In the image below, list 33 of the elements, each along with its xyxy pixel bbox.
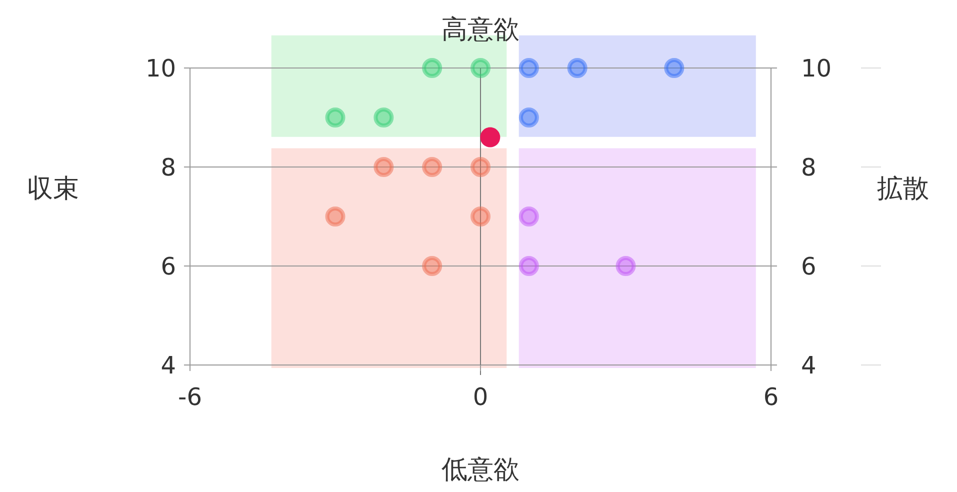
chart-title: 高意欲 [442,15,520,45]
y2-tick-label: 4 [801,351,816,380]
x-tick-label: -6 [178,383,202,411]
point [374,157,394,177]
y-tick-label: 10 [145,54,176,82]
point [374,108,394,128]
point [480,127,500,148]
point [422,58,442,78]
y2-axis-title: 拡散 [877,174,929,204]
point [325,108,346,128]
point [470,206,490,226]
point [664,58,684,78]
y-tick-label: 4 [160,351,176,380]
point [470,157,490,177]
x-tick-label: 6 [763,383,779,411]
y2-tick-label: 8 [801,153,816,182]
point [518,108,539,128]
point [518,256,539,276]
point [518,58,539,78]
point [470,58,490,78]
point [567,58,588,78]
y-tick-label: 6 [160,252,176,280]
y2-tick-label: 10 [801,54,832,82]
point [422,157,442,177]
point [325,206,346,226]
x-axis-title: 低意欲 [442,455,520,485]
point [616,256,636,276]
point [422,256,442,276]
x-tick-label: 0 [472,383,488,411]
y2-tick-label: 6 [801,252,816,280]
point [518,206,539,226]
y-tick-label: 8 [160,153,176,182]
y-axis-title: 収束 [27,174,79,204]
